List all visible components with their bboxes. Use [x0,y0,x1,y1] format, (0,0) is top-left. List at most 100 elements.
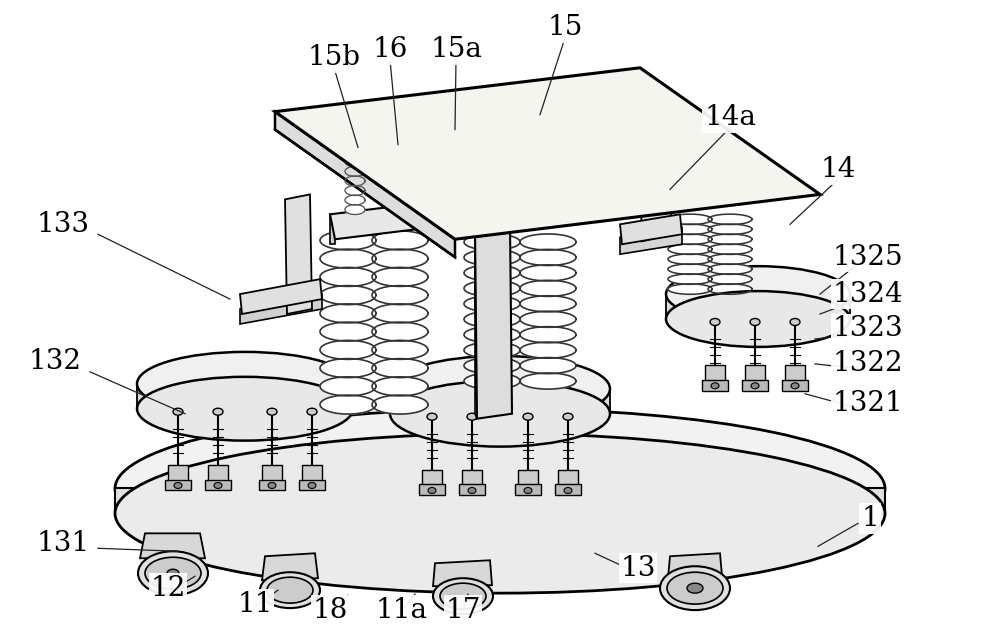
Polygon shape [320,286,376,305]
Text: 14: 14 [820,156,856,183]
Polygon shape [464,265,520,281]
Polygon shape [640,167,672,241]
Polygon shape [462,470,482,487]
Polygon shape [455,209,537,237]
Ellipse shape [667,572,723,604]
Polygon shape [330,174,660,240]
Text: 133: 133 [36,211,90,238]
Polygon shape [345,176,365,186]
Polygon shape [320,395,376,414]
Polygon shape [708,214,752,224]
Ellipse shape [115,434,885,593]
Polygon shape [320,267,376,287]
Text: 11: 11 [237,591,273,618]
Polygon shape [240,294,322,324]
Polygon shape [708,284,752,294]
Polygon shape [475,224,512,419]
Ellipse shape [145,557,201,589]
Text: 17: 17 [445,597,481,624]
Polygon shape [668,244,712,255]
Ellipse shape [167,569,179,577]
Polygon shape [433,561,492,586]
Polygon shape [320,377,376,396]
Text: 15a: 15a [430,36,482,63]
Polygon shape [520,373,576,389]
Ellipse shape [666,266,850,322]
Polygon shape [422,470,442,487]
Polygon shape [708,254,752,265]
Text: 1322: 1322 [833,350,903,377]
Polygon shape [372,359,428,377]
Polygon shape [620,214,682,245]
Polygon shape [518,470,538,487]
Polygon shape [464,234,520,250]
Polygon shape [372,322,428,341]
Polygon shape [668,234,712,245]
Polygon shape [372,286,428,305]
Polygon shape [372,267,428,287]
Polygon shape [240,279,322,314]
Ellipse shape [467,413,477,420]
Ellipse shape [214,483,222,488]
Ellipse shape [390,381,610,446]
Polygon shape [668,553,722,578]
Polygon shape [464,280,520,297]
Ellipse shape [428,487,436,493]
Ellipse shape [267,577,313,603]
Text: 1: 1 [861,505,879,532]
Polygon shape [165,480,191,490]
Polygon shape [464,250,520,265]
Ellipse shape [564,487,572,493]
Polygon shape [140,534,205,558]
Ellipse shape [115,409,885,568]
Polygon shape [666,294,850,319]
Polygon shape [345,147,365,157]
Ellipse shape [750,319,760,325]
Polygon shape [372,231,428,250]
Ellipse shape [524,487,532,493]
Polygon shape [330,214,335,245]
Ellipse shape [267,408,277,415]
Polygon shape [345,195,365,205]
Polygon shape [372,377,428,396]
Polygon shape [668,254,712,265]
Text: 13: 13 [620,555,656,582]
Polygon shape [702,380,728,391]
Ellipse shape [427,413,437,420]
Polygon shape [275,112,455,257]
Polygon shape [708,244,752,255]
Text: 14a: 14a [704,104,756,131]
Text: 15b: 15b [308,45,360,71]
Polygon shape [785,365,805,382]
Polygon shape [520,342,576,358]
Polygon shape [515,485,541,495]
Ellipse shape [433,578,493,614]
Ellipse shape [308,483,316,488]
Ellipse shape [440,583,486,609]
Ellipse shape [390,356,610,422]
Polygon shape [320,231,376,250]
Polygon shape [299,480,325,490]
Polygon shape [520,234,576,250]
Ellipse shape [751,383,759,389]
Polygon shape [464,311,520,327]
Ellipse shape [137,377,353,441]
Polygon shape [168,465,188,482]
Polygon shape [464,357,520,374]
Ellipse shape [468,487,476,493]
Text: 132: 132 [28,349,82,376]
Polygon shape [708,234,752,245]
Polygon shape [520,357,576,374]
Text: 1324: 1324 [833,281,903,308]
Polygon shape [345,204,365,214]
Polygon shape [345,157,365,167]
Ellipse shape [791,383,799,389]
Polygon shape [520,296,576,312]
Polygon shape [208,465,228,482]
Polygon shape [275,68,820,240]
Polygon shape [115,488,885,514]
Text: 11a: 11a [376,597,428,624]
Ellipse shape [173,408,183,415]
Polygon shape [520,280,576,297]
Ellipse shape [563,413,573,420]
